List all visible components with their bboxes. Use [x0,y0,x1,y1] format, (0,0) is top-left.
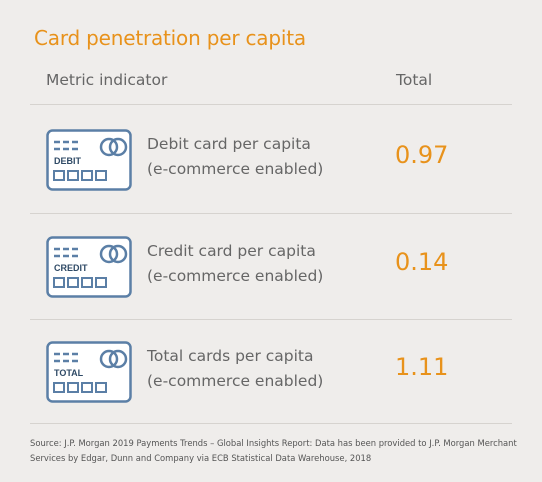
metric-qualifier: (e-commerce enabled) [147,372,324,390]
card-label: CREDIT [54,263,88,273]
metric-name: Debit card per capita [147,135,311,153]
credit-card-icon: DEBIT [46,129,132,191]
metric-name: Total cards per capita [147,347,314,365]
metric-name: Credit card per capita [147,242,316,260]
metric-value: 0.14 [395,248,449,276]
metric-qualifier: (e-commerce enabled) [147,267,324,285]
credit-card-icon: CREDIT [46,236,132,298]
table-row-total: TOTAL Total cards per capita (e-commerce… [30,321,512,425]
header-total: Total [396,71,433,89]
divider [30,213,512,214]
metric-value: 1.11 [395,353,449,381]
source-note: Source: J.P. Morgan 2019 Payments Trends… [30,438,517,463]
credit-card-icon: TOTAL [46,341,132,403]
card-label: TOTAL [54,368,84,378]
table-row-debit: DEBIT Debit card per capita (e-commerce … [30,109,512,213]
divider [30,319,512,320]
card-label: DEBIT [54,156,82,166]
divider [30,104,512,105]
divider [30,423,512,424]
table-row-credit: CREDIT Credit card per capita (e-commerc… [30,216,512,320]
header-metric-indicator: Metric indicator [46,71,168,89]
metric-qualifier: (e-commerce enabled) [147,160,324,178]
page-title: Card penetration per capita [34,26,306,50]
metric-value: 0.97 [395,141,449,169]
